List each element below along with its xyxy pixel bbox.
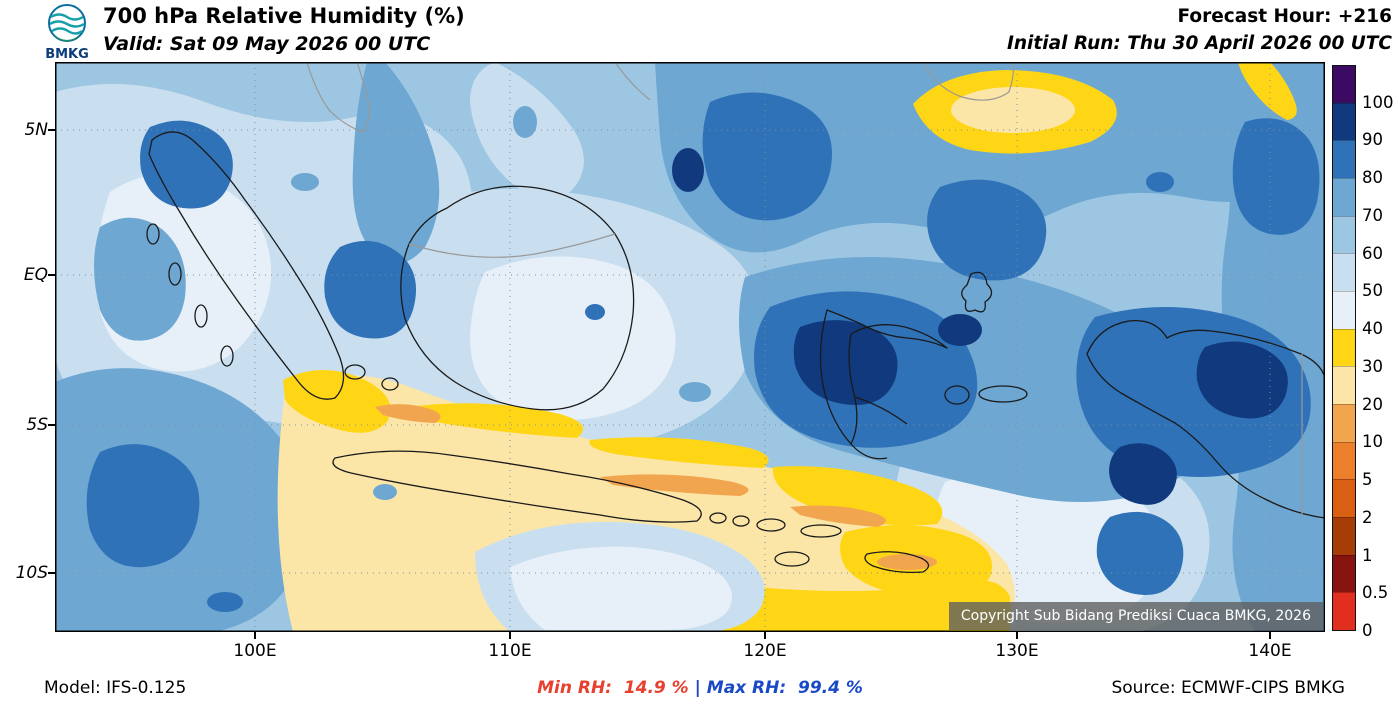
colorbar-tick-label: 70 [1362,205,1383,225]
graticule [55,62,1325,632]
colorbar-segment [1333,366,1355,405]
axis-tick [764,632,766,639]
axis-tick [48,274,55,276]
map-canvas: Copyright Sub Bidang Prediksi Cuaca BMKG… [55,62,1325,632]
colorbar-tick-label: 50 [1362,281,1383,301]
colorbar-segment [1333,215,1355,254]
lon-axis-label: 100E [233,641,277,661]
colorbar-segment [1333,140,1355,179]
colorbar-segment [1333,479,1355,518]
colorbar-tick-label: 0 [1362,621,1373,640]
coastlines-indonesia [146,131,1325,574]
colorbar-tick-label: 1 [1362,545,1373,565]
lat-axis-label: 10S [15,563,48,583]
colorbar-segment [1333,328,1355,367]
colorbar-segment [1333,517,1355,555]
coastlines-foreign [306,62,1303,517]
colorbar-tick-label: 90 [1362,130,1383,150]
colorbar-segment [1333,291,1355,329]
colorbar-tick-label: 100 [1362,92,1394,112]
colorbar [1332,65,1356,631]
colorbar-tick-label: 2 [1362,507,1373,527]
humidity-map-svg [55,62,1325,632]
title-block: 700 hPa Relative Humidity (%) Valid: Sat… [103,4,465,55]
colorbar-segment [1333,102,1355,141]
colorbar-tick-label: 60 [1362,243,1383,263]
rh-extremes: Min RH: 14.9 % | Max RH: 99.4 % [537,678,863,698]
initial-run: Initial Run: Thu 30 April 2026 00 UTC [1007,33,1392,54]
map-frame [55,62,1325,632]
lat-axis-label: 5S [26,415,48,435]
model-label: Model: IFS-0.125 [44,678,187,698]
colorbar-tick-label: 40 [1362,319,1383,339]
page-title: 700 hPa Relative Humidity (%) [103,4,465,28]
colorbar-segment [1333,554,1355,593]
separator: | [688,678,707,698]
copyright-badge: Copyright Sub Bidang Prediksi Cuaca BMKG… [948,602,1323,630]
lon-axis-label: 130E [995,641,1039,661]
valid-time: Valid: Sat 09 May 2026 00 UTC [103,33,431,55]
bmkg-logo: BMKG [45,4,89,62]
axis-tick [254,632,256,639]
lon-axis-label: 140E [1248,641,1292,661]
lat-axis-label: EQ [23,265,48,285]
axis-tick [48,424,55,426]
logo-globe-icon [48,4,86,42]
colorbar-tick-label: 5 [1362,470,1373,490]
colorbar-segment [1333,441,1355,480]
lat-axis-label: 5N [24,120,48,140]
colorbar-tick-label: 20 [1362,394,1383,414]
axis-tick [48,129,55,131]
axis-tick [1269,632,1271,639]
colorbar-segment [1333,178,1355,216]
colorbar-tick-label: 0.5 [1362,583,1389,603]
colorbar-labels: 100 90 80 70 60 50 40 30 20 10 5 2 1 0.5 0 [1362,65,1400,640]
colorbar-tick-label: 80 [1362,168,1383,188]
axis-tick [1016,632,1018,639]
lon-axis-label: 120E [743,641,787,661]
colorbar-segment [1333,592,1355,631]
axis-tick [509,632,511,639]
colorbar-tick-label: 30 [1362,356,1383,376]
colorbar-segment [1333,66,1355,103]
colorbar-tick-label: 10 [1362,432,1383,452]
max-rh-label: Max RH: 99.4 % [706,678,863,698]
colorbar-segment [1333,253,1355,292]
axis-tick [48,572,55,574]
run-block: Forecast Hour: +216 Initial Run: Thu 30 … [1007,4,1392,54]
logo-text: BMKG [45,47,89,62]
min-rh-label: Min RH: 14.9 % [537,678,689,698]
source-label: Source: ECMWF-CIPS BMKG [1111,678,1345,698]
colorbar-segment [1333,404,1355,442]
rh-filled-contours [55,62,1325,632]
lon-axis-label: 110E [488,641,532,661]
forecast-hour: Forecast Hour: +216 [1177,6,1392,27]
